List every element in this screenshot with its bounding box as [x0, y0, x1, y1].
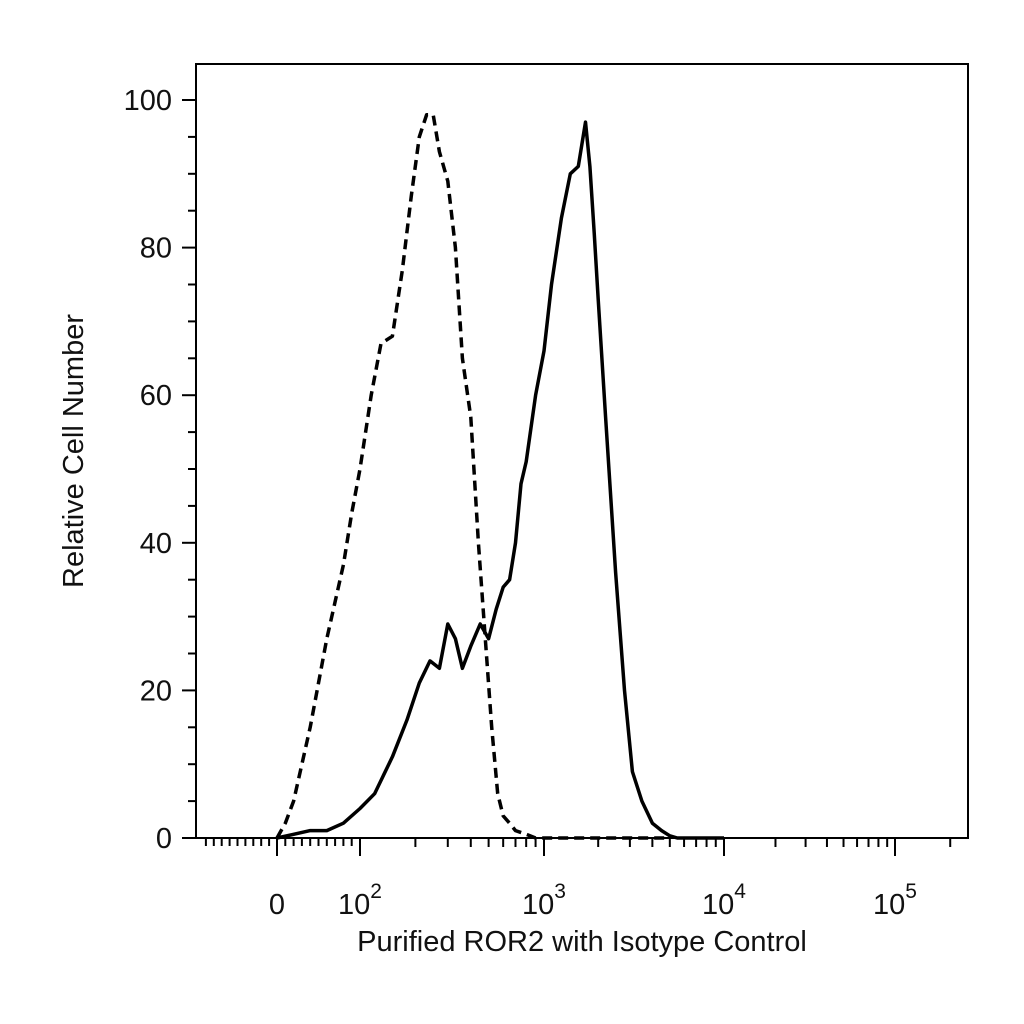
- plot-frame: [195, 63, 969, 839]
- x-axis-tick-labels: 0 102 103 104 105: [269, 880, 917, 921]
- y-tick-label: 60: [140, 380, 172, 412]
- y-tick-label: 40: [140, 528, 172, 560]
- x-tick-label: 0: [269, 889, 285, 921]
- x-axis-label: Purified ROR2 with Isotype Control: [357, 926, 807, 958]
- y-tick-label: 100: [124, 85, 172, 117]
- x-tick-label: 105: [873, 880, 917, 921]
- x-tick-label: 103: [522, 880, 566, 921]
- x-tick-label: 104: [702, 880, 746, 921]
- isotype-control-curve: [275, 113, 670, 840]
- plot-area: [275, 113, 724, 840]
- x-axis-ticks: [204, 838, 952, 856]
- y-tick-label: 80: [140, 233, 172, 265]
- y-tick-label: 0: [156, 823, 172, 855]
- x-tick-label: 102: [338, 880, 382, 921]
- y-tick-label: 20: [140, 675, 172, 707]
- y-axis-ticks: 0 20 40 60 80 100: [124, 85, 196, 855]
- ror2-curve: [276, 120, 724, 840]
- y-axis-label: Relative Cell Number: [58, 314, 90, 588]
